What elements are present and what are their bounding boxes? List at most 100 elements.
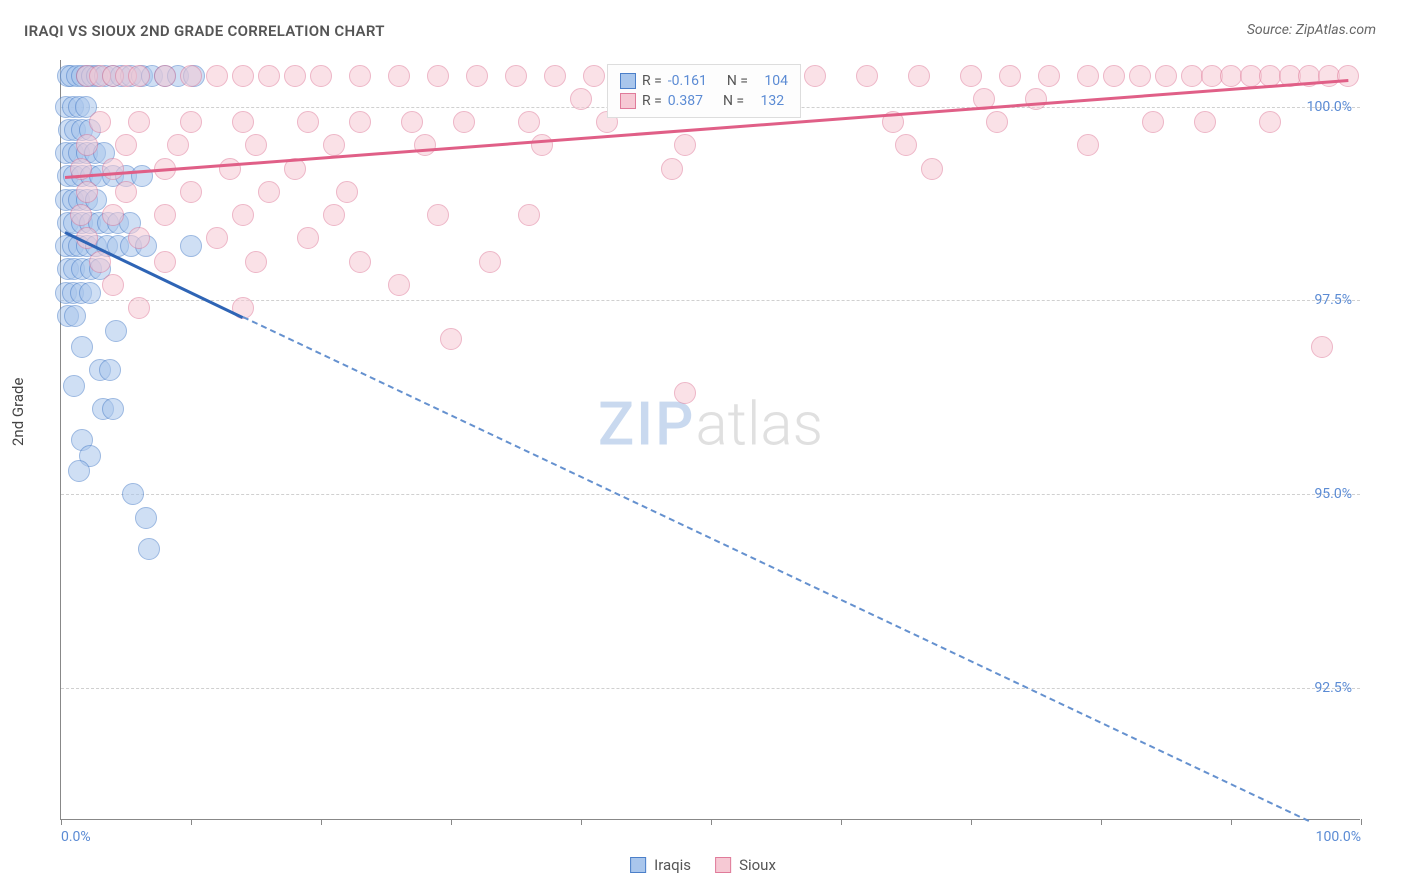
correlation-legend: R =-0.161N =104R =0.387N =132 xyxy=(607,64,801,118)
scatter-point xyxy=(349,111,371,133)
gridline xyxy=(61,300,1360,301)
scatter-point xyxy=(180,235,202,257)
correlation-legend-row: R =0.387N =132 xyxy=(620,91,788,111)
scatter-point xyxy=(258,65,280,87)
scatter-point xyxy=(128,227,150,249)
scatter-point xyxy=(1077,65,1099,87)
scatter-point xyxy=(102,158,124,180)
scatter-point xyxy=(76,134,98,156)
series-legend: Iraqis Sioux xyxy=(630,856,776,874)
correlation-legend-row: R =-0.161N =104 xyxy=(620,71,788,91)
scatter-point xyxy=(79,282,101,304)
scatter-point xyxy=(1337,65,1359,87)
scatter-point xyxy=(518,204,540,226)
scatter-point xyxy=(908,65,930,87)
scatter-point xyxy=(960,65,982,87)
scatter-point xyxy=(323,134,345,156)
x-tick-mark xyxy=(191,819,192,825)
y-tick-label: 100.0% xyxy=(1307,99,1352,115)
scatter-point xyxy=(115,181,137,203)
scatter-point xyxy=(336,181,358,203)
n-label: N = xyxy=(727,73,748,89)
x-tick-mark xyxy=(1101,819,1102,825)
plot-area: ZIPatlas 100.0%97.5%95.0%92.5%0.0%100.0%… xyxy=(60,60,1360,820)
scatter-point xyxy=(349,65,371,87)
x-tick-mark xyxy=(61,819,62,825)
legend-swatch xyxy=(620,73,636,89)
scatter-point xyxy=(401,111,423,133)
scatter-point xyxy=(1103,65,1125,87)
scatter-point xyxy=(68,460,90,482)
r-label: R = xyxy=(642,73,662,89)
x-tick-label: 0.0% xyxy=(61,829,91,845)
scatter-point xyxy=(232,65,254,87)
x-tick-label: 100.0% xyxy=(1316,829,1361,845)
scatter-point xyxy=(206,65,228,87)
scatter-point xyxy=(71,336,93,358)
scatter-point xyxy=(180,111,202,133)
scatter-point xyxy=(245,251,267,273)
scatter-point xyxy=(128,111,150,133)
scatter-point xyxy=(583,65,605,87)
y-tick-label: 97.5% xyxy=(1314,292,1352,308)
x-tick-mark xyxy=(711,819,712,825)
chart-title: IRAQI VS SIOUX 2ND GRADE CORRELATION CHA… xyxy=(24,22,385,40)
scatter-point xyxy=(154,204,176,226)
legend-label: Iraqis xyxy=(654,856,691,874)
scatter-point xyxy=(440,328,462,350)
x-tick-mark xyxy=(1361,819,1362,825)
scatter-point xyxy=(388,65,410,87)
x-tick-mark xyxy=(971,819,972,825)
scatter-point xyxy=(1077,134,1099,156)
scatter-point xyxy=(232,204,254,226)
scatter-point xyxy=(63,375,85,397)
scatter-point xyxy=(531,134,553,156)
x-tick-mark xyxy=(1231,819,1232,825)
scatter-point xyxy=(1155,65,1177,87)
chart-container: IRAQI VS SIOUX 2ND GRADE CORRELATION CHA… xyxy=(0,0,1406,892)
legend-item: Sioux xyxy=(715,856,776,874)
source-attribution: Source: ZipAtlas.com xyxy=(1247,22,1376,38)
x-tick-mark xyxy=(321,819,322,825)
scatter-point xyxy=(105,320,127,342)
y-axis-label: 2nd Grade xyxy=(9,378,27,446)
watermark-atlas: atlas xyxy=(695,389,823,460)
scatter-point xyxy=(518,111,540,133)
r-label: R = xyxy=(642,93,662,109)
scatter-point xyxy=(138,538,160,560)
n-label: N = xyxy=(723,93,744,109)
scatter-point xyxy=(427,65,449,87)
n-value: 104 xyxy=(754,73,788,89)
legend-item: Iraqis xyxy=(630,856,691,874)
scatter-point xyxy=(895,134,917,156)
scatter-point xyxy=(154,65,176,87)
scatter-point xyxy=(1038,65,1060,87)
x-tick-mark xyxy=(841,819,842,825)
scatter-point xyxy=(544,65,566,87)
scatter-point xyxy=(505,65,527,87)
legend-swatch xyxy=(630,857,646,873)
scatter-point xyxy=(135,507,157,529)
scatter-point xyxy=(102,204,124,226)
scatter-point xyxy=(297,227,319,249)
scatter-point xyxy=(1129,65,1151,87)
scatter-point xyxy=(128,65,150,87)
scatter-point xyxy=(856,65,878,87)
scatter-point xyxy=(219,158,241,180)
watermark: ZIPatlas xyxy=(598,389,823,460)
scatter-point xyxy=(921,158,943,180)
scatter-point xyxy=(1259,111,1281,133)
scatter-point xyxy=(1194,111,1216,133)
scatter-point xyxy=(258,181,280,203)
scatter-point xyxy=(986,111,1008,133)
x-tick-mark xyxy=(581,819,582,825)
scatter-point xyxy=(1025,88,1047,110)
scatter-point xyxy=(122,483,144,505)
scatter-point xyxy=(102,398,124,420)
scatter-point xyxy=(245,134,267,156)
scatter-point xyxy=(99,359,121,381)
trend-line-extrapolated xyxy=(243,316,1310,822)
scatter-point xyxy=(206,227,228,249)
scatter-point xyxy=(284,65,306,87)
scatter-point xyxy=(323,204,345,226)
